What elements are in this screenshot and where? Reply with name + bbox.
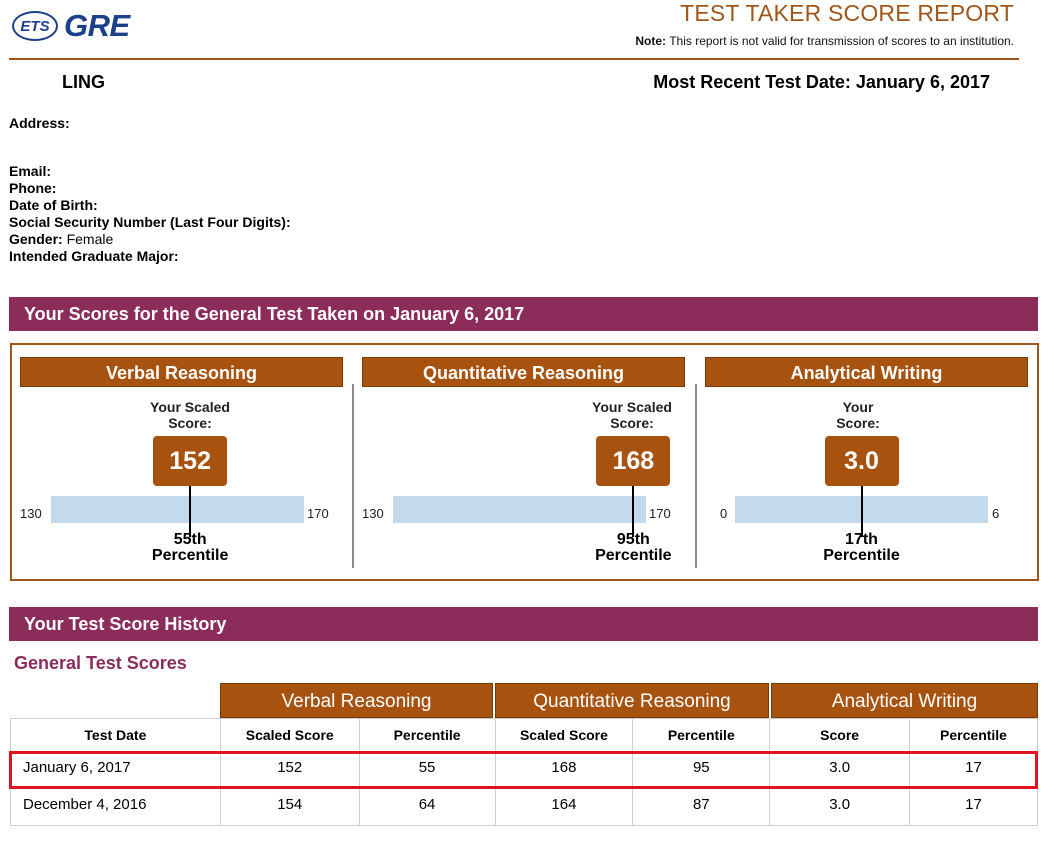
verbal-panel-heading: Verbal Reasoning <box>20 357 343 387</box>
column-header: Scaled Score <box>219 718 360 752</box>
report-note: Note: This report is not valid for trans… <box>635 34 1014 48</box>
quant-percentile: 95th Percentile <box>595 531 672 564</box>
writing-score-box: 3.0 <box>824 436 899 486</box>
score-history-table: Test Date Scaled Score Percentile Scaled… <box>10 718 1038 826</box>
quant-score-pointer <box>632 486 635 537</box>
history-group-verbal: Verbal Reasoning <box>220 683 493 718</box>
writing-scale-max: 6 <box>992 506 1000 521</box>
verbal-score-track <box>51 496 304 523</box>
verbal-percentile: 55th Percentile <box>151 531 229 564</box>
panel-divider <box>695 384 697 568</box>
most-recent-test-date: Most Recent Test Date: January 6, 2017 <box>653 72 990 92</box>
writing-scaled-label: Your Score: <box>836 399 880 431</box>
table-cell: 168 <box>494 751 634 789</box>
table-cell: December 4, 2016 <box>10 788 221 826</box>
table-row: January 6, 2017 152 55 168 95 3.0 17 <box>10 751 1038 789</box>
highlight-box <box>9 751 1038 789</box>
writing-score-pointer <box>860 486 863 537</box>
quant-score-track <box>393 496 646 523</box>
verbal-score-box: 152 <box>153 436 228 486</box>
history-section-header: Your Test Score History <box>9 607 1038 641</box>
info-email: Email: <box>9 163 52 179</box>
verbal-scale-min: 130 <box>20 506 42 521</box>
column-header: Percentile <box>358 718 496 752</box>
note-label: Note: <box>635 34 667 48</box>
history-group-writing: Analytical Writing <box>771 683 1038 718</box>
column-header: Percentile <box>909 718 1038 752</box>
column-header: Scaled Score <box>494 718 634 752</box>
column-header: Percentile <box>632 718 771 752</box>
info-intended-major: Intended Graduate Major: <box>9 248 179 264</box>
scores-box <box>10 343 1039 581</box>
quant-scaled-label: Your Scaled Score: <box>592 399 672 431</box>
ets-logo-icon: ETS <box>12 11 58 41</box>
scores-section-header: Your Scores for the General Test Taken o… <box>9 297 1038 331</box>
test-taker-name: LING <box>62 72 105 92</box>
quant-panel-heading: Quantitative Reasoning <box>362 357 685 387</box>
writing-percentile: 17th Percentile <box>823 531 900 564</box>
table-row: December 4, 2016 154 64 164 87 3.0 17 <box>10 788 1038 826</box>
table-cell: 152 <box>219 751 360 789</box>
table-cell: 17 <box>909 788 1038 826</box>
info-ssn: Social Security Number (Last Four Digits… <box>9 214 291 230</box>
note-text: This report is not valid for transmissio… <box>669 34 1014 48</box>
verbal-scale-max: 170 <box>307 506 329 521</box>
quant-score-box: 168 <box>596 436 671 486</box>
writing-scale-min: 0 <box>720 506 728 521</box>
table-cell: 55 <box>358 751 496 789</box>
info-phone: Phone: <box>9 180 57 196</box>
ets-gre-logo: ETS GRE <box>12 8 130 44</box>
table-cell: 154 <box>219 788 360 826</box>
history-group-quant: Quantitative Reasoning <box>495 683 769 718</box>
column-header: Test Date <box>10 718 221 752</box>
verbal-score-pointer <box>189 486 192 537</box>
writing-panel-heading: Analytical Writing <box>705 357 1028 387</box>
table-cell: 164 <box>494 788 634 826</box>
header-divider <box>9 58 1019 60</box>
gre-logo: GRE <box>64 8 130 43</box>
info-address: Address: <box>9 115 70 131</box>
info-date-of-birth: Date of Birth: <box>9 197 98 213</box>
table-header-row: Test Date Scaled Score Percentile Scaled… <box>10 718 1038 752</box>
quant-scale-max: 170 <box>649 506 671 521</box>
info-gender: Gender: Female <box>9 231 114 247</box>
table-cell: 3.0 <box>769 788 911 826</box>
table-cell: 87 <box>632 788 771 826</box>
table-cell: 64 <box>358 788 496 826</box>
report-title: TEST TAKER SCORE REPORT <box>680 0 1014 26</box>
history-subtitle: General Test Scores <box>14 653 187 673</box>
quant-scale-min: 130 <box>362 506 384 521</box>
panel-divider <box>352 384 354 568</box>
column-header: Score <box>769 718 911 752</box>
verbal-scaled-label: Your Scaled Score: <box>150 399 230 431</box>
